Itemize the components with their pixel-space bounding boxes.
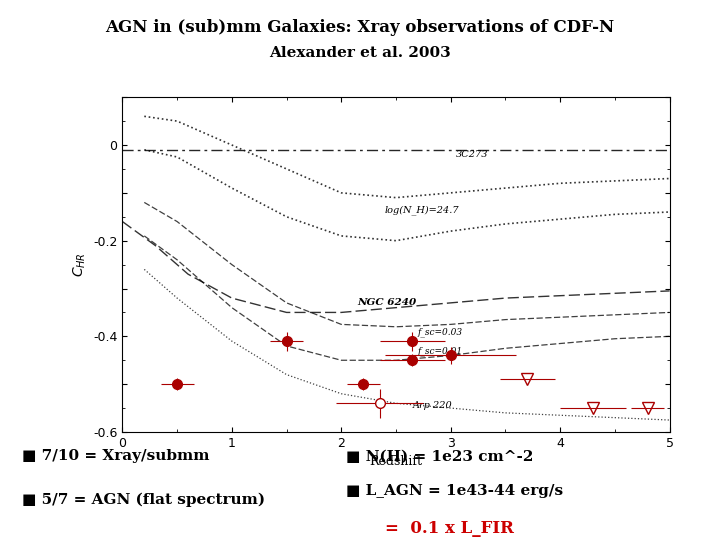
- Text: NGC 6240: NGC 6240: [358, 298, 417, 307]
- Text: f_sc=0.01: f_sc=0.01: [418, 346, 463, 356]
- Text: f_sc=0.03: f_sc=0.03: [418, 327, 463, 336]
- Text: ■ 5/7 = AGN (flat spectrum): ■ 5/7 = AGN (flat spectrum): [22, 492, 265, 507]
- X-axis label: Redshift: Redshift: [369, 455, 423, 468]
- Y-axis label: $C_{HR}$: $C_{HR}$: [71, 252, 88, 277]
- Text: AGN in (sub)mm Galaxies: Xray observations of CDF-N: AGN in (sub)mm Galaxies: Xray observatio…: [105, 19, 615, 36]
- Text: ■ L_AGN = 1e43-44 erg/s: ■ L_AGN = 1e43-44 erg/s: [346, 484, 563, 498]
- Text: ■ N(H) = 1e23 cm^-2: ■ N(H) = 1e23 cm^-2: [346, 449, 533, 463]
- Text: 3C273: 3C273: [456, 150, 489, 159]
- Text: Alexander et al. 2003: Alexander et al. 2003: [269, 46, 451, 60]
- Text: ■ 7/10 = Xray/submm: ■ 7/10 = Xray/submm: [22, 449, 209, 463]
- Text: Arp 220: Arp 220: [413, 401, 452, 410]
- Text: log(N_H)=24.7: log(N_H)=24.7: [385, 205, 459, 215]
- Text: =  0.1 x L_FIR: = 0.1 x L_FIR: [385, 519, 514, 537]
